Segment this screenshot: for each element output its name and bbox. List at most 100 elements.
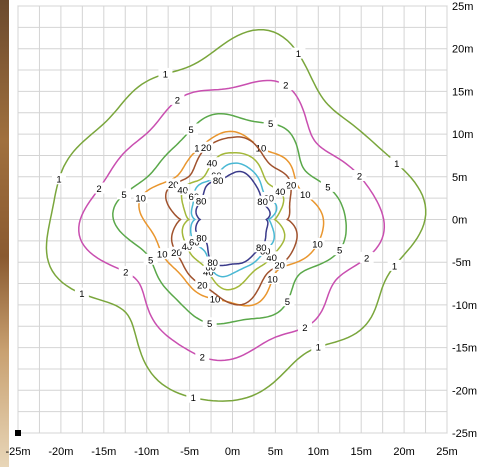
contour-label-bg bbox=[359, 251, 374, 263]
contour-label: 2 bbox=[200, 352, 205, 363]
contour-label: 10 bbox=[157, 250, 168, 261]
contour-label-bg bbox=[118, 266, 133, 278]
contour-label-bg bbox=[117, 188, 132, 200]
x-tick-label: 10m bbox=[308, 446, 329, 458]
contour-label-bg bbox=[186, 190, 201, 202]
contour-label: 10 bbox=[210, 295, 221, 306]
y-tick-label: 15m bbox=[452, 86, 473, 98]
contour-label: 2 bbox=[96, 184, 101, 195]
contour-label-bg bbox=[170, 93, 185, 105]
contour-label: 20 bbox=[171, 248, 182, 259]
x-tick-label: -10m bbox=[134, 446, 159, 458]
contour-label-bg bbox=[291, 47, 306, 59]
contour-label: 60 bbox=[189, 192, 200, 203]
origin-marker bbox=[15, 430, 21, 436]
contour-label: 40 bbox=[207, 159, 218, 170]
x-tick-label: 5m bbox=[268, 446, 283, 458]
contour-label-bg bbox=[208, 293, 223, 305]
y-tick-label: -10m bbox=[452, 300, 477, 312]
contour-label-bg bbox=[166, 178, 181, 190]
contour-label-bg bbox=[265, 273, 280, 285]
contour-label-bg bbox=[255, 195, 270, 207]
contour-label: 80 bbox=[213, 176, 224, 187]
contour-label: 2 bbox=[357, 172, 362, 183]
x-tick-label: -20m bbox=[48, 446, 73, 458]
contour-label-bg bbox=[199, 141, 214, 153]
contour-label: 80 bbox=[256, 243, 267, 254]
contour-label-bg bbox=[272, 185, 287, 197]
contour-label: 5 bbox=[268, 119, 273, 130]
contour-label: 60 bbox=[189, 238, 200, 249]
contour-label-bg bbox=[186, 391, 201, 403]
contour-label-bg bbox=[320, 180, 335, 192]
contour-label: 2 bbox=[123, 268, 128, 279]
contour-label: 1 bbox=[56, 175, 61, 186]
contour-label: 2 bbox=[302, 323, 307, 334]
contour-label: 5 bbox=[121, 190, 126, 201]
y-tick-label: 25m bbox=[452, 1, 473, 13]
x-tick-label: 20m bbox=[393, 446, 414, 458]
contour-label-bg bbox=[179, 240, 194, 252]
contour-label-bg bbox=[272, 259, 287, 271]
contour-label-bg bbox=[297, 321, 312, 333]
contour-label: 80 bbox=[196, 196, 207, 207]
contour-label-bg bbox=[352, 170, 367, 182]
contour-label: 2 bbox=[175, 95, 180, 106]
y-tick-label: 5m bbox=[452, 172, 467, 184]
contour-line-1 bbox=[45, 28, 427, 402]
contour-label: 20 bbox=[197, 281, 208, 292]
x-tick-label: -25m bbox=[5, 446, 30, 458]
tick-labels: -25m -20m -15m -10m -5m 0m 5m 10m 15m 20m 25m25m20… bbox=[5, 1, 477, 458]
contour-label: 1 bbox=[163, 69, 168, 80]
contour-label: 1 bbox=[191, 393, 196, 404]
y-tick-label: -15m bbox=[452, 343, 477, 355]
contour-label: 20 bbox=[168, 180, 179, 191]
contour-label-bg bbox=[133, 192, 148, 204]
contour-label: 20 bbox=[201, 143, 212, 154]
contour-label-bg bbox=[187, 236, 202, 248]
contour-label-bg bbox=[202, 317, 217, 329]
x-tick-label: -5m bbox=[180, 446, 199, 458]
contour-line-40 bbox=[180, 152, 286, 291]
contour-label-bg bbox=[195, 279, 210, 291]
contour-label: 80 bbox=[207, 258, 218, 269]
contour-label: 1 bbox=[392, 261, 397, 272]
contour-label: 5 bbox=[148, 255, 153, 266]
contour-label-bg bbox=[298, 188, 313, 200]
x-tick-label: 15m bbox=[350, 446, 371, 458]
y-tick-label: 0m bbox=[452, 215, 467, 227]
contour-label-bg bbox=[74, 287, 89, 299]
contour-line-20 bbox=[164, 136, 298, 306]
contour-label-bg bbox=[253, 141, 268, 153]
contour-label-bg bbox=[205, 256, 220, 268]
contour-label-bg bbox=[280, 295, 295, 307]
y-tick-label: -25m bbox=[452, 428, 477, 440]
contour-label: 5 bbox=[285, 297, 290, 308]
contour-label: 60 bbox=[205, 262, 216, 273]
y-tick-label: 20m bbox=[452, 44, 473, 56]
y-tick-label: -20m bbox=[452, 385, 477, 397]
contour-label-bg bbox=[311, 341, 326, 353]
contour-label: 40 bbox=[177, 186, 188, 197]
contour-label: 5 bbox=[337, 246, 342, 257]
contour-label-bg bbox=[278, 79, 293, 91]
x-tick-label: -15m bbox=[91, 446, 116, 458]
contour-label-bg bbox=[51, 173, 66, 185]
contour-label: 80 bbox=[257, 197, 268, 208]
contour-label-bg bbox=[387, 259, 402, 271]
contour-label: 40 bbox=[182, 242, 193, 253]
contour-label-bg bbox=[194, 194, 209, 206]
contour-label-bg bbox=[211, 174, 226, 186]
grid bbox=[15, 5, 448, 436]
contour-line-80 bbox=[194, 170, 271, 267]
contour-label: 10 bbox=[312, 239, 323, 250]
side-photo-strip bbox=[0, 0, 9, 467]
x-tick-label: 25m bbox=[436, 446, 457, 458]
contour-label-bg bbox=[169, 246, 184, 258]
contour-label: 80 bbox=[196, 233, 207, 244]
contour-line-2 bbox=[78, 79, 386, 362]
contour-label: 5 bbox=[188, 125, 193, 136]
contour-label-bg bbox=[254, 241, 269, 253]
contour-lines: 1111111122222222555555551010101010101010… bbox=[45, 28, 427, 404]
